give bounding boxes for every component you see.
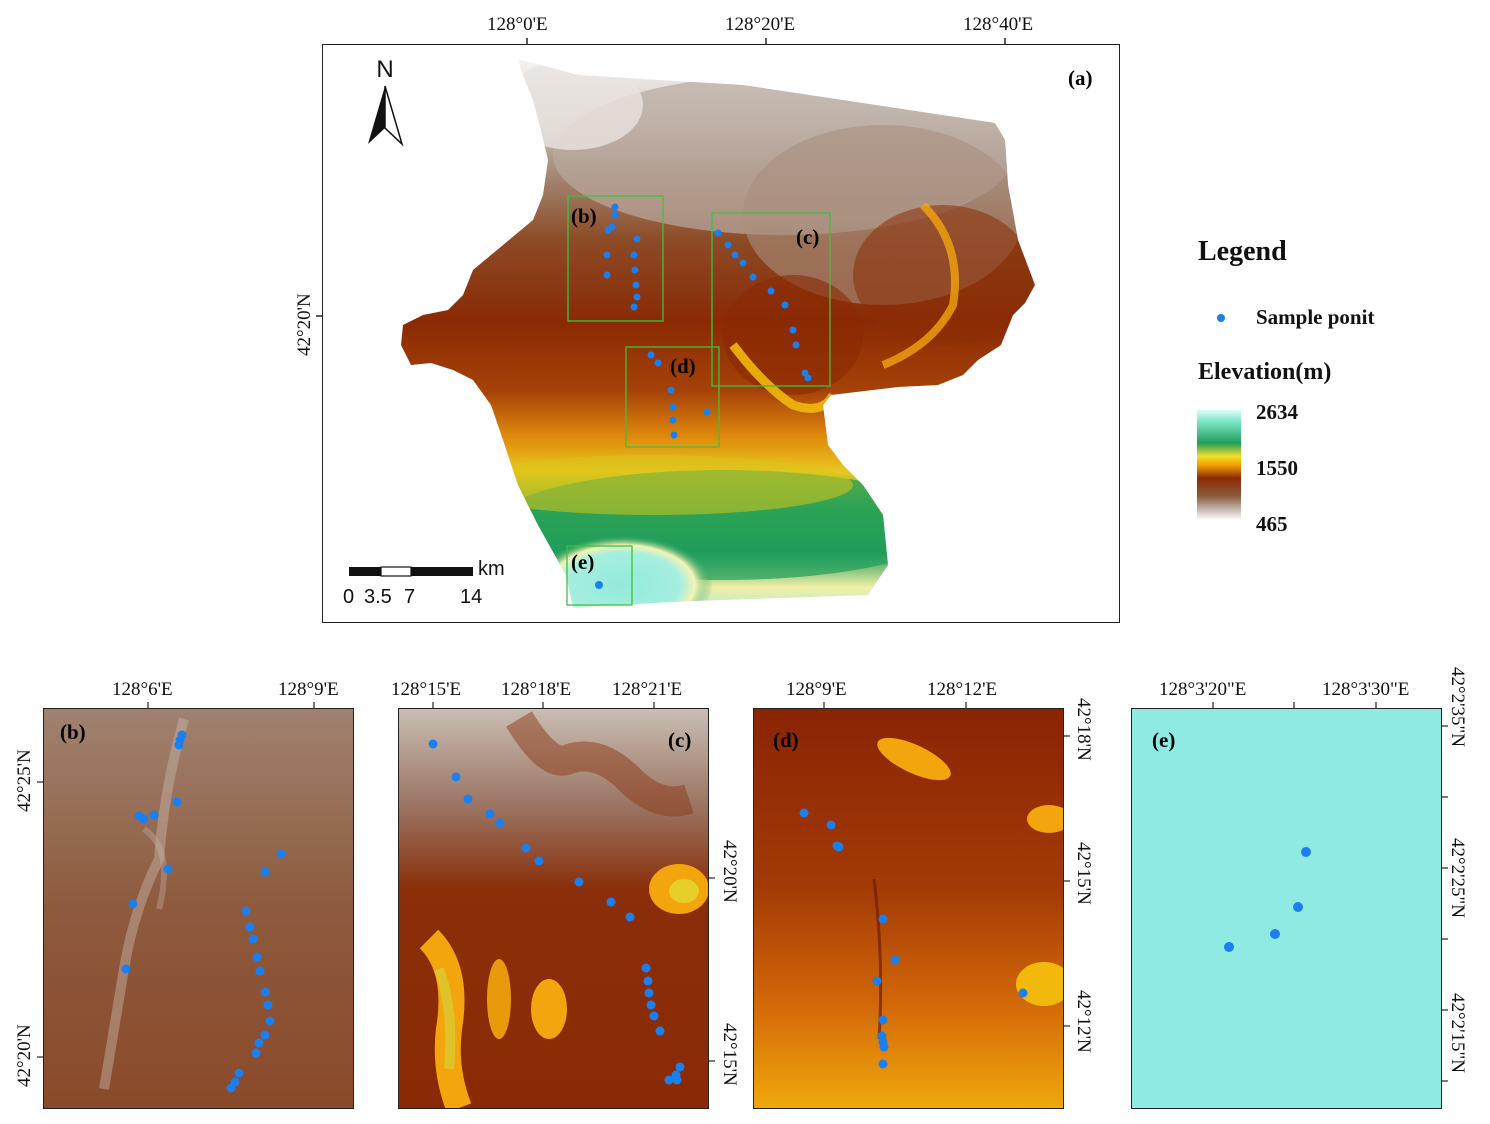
legend-elevation-mid: 1550: [1256, 456, 1298, 480]
legend-elevation-title: Elevation(m): [1198, 359, 1332, 385]
main-panel-label: (a): [1068, 66, 1093, 90]
elevation-color-ramp: [1197, 410, 1241, 520]
scale-tick-3: 14: [460, 586, 483, 608]
legend-point-label: Sample ponit: [1256, 305, 1375, 329]
main-top-label-1: 128°0'E: [487, 14, 548, 35]
panel-b-map: [44, 709, 353, 1108]
inset-box-d[interactable]: [625, 346, 720, 448]
main-top-label-2: 128°20'E: [725, 14, 796, 35]
panel-e-frame: [1131, 708, 1442, 1109]
panel-c-top-label-2: 128°18'E: [501, 679, 572, 700]
main-map-frame: [322, 44, 1120, 623]
panel-b-label: (b): [60, 720, 86, 744]
scale-tick-1: 3.5: [364, 586, 392, 608]
legend-title: Legend: [1198, 236, 1287, 267]
panel-b-sample-points: [121, 730, 286, 1093]
elevation-map: [401, 59, 1035, 607]
panel-ticks: [37, 702, 1448, 1082]
panel-e-sample-points: [1224, 847, 1311, 952]
panel-b-top-label-2: 128°9'E: [278, 679, 339, 700]
terrain-region: [401, 59, 1035, 607]
panel-c-label: (c): [668, 728, 692, 752]
panel-d-top-label-1: 128°9'E: [786, 679, 847, 700]
main-frame-ticks: [316, 38, 1006, 317]
panel-d-label: (d): [773, 728, 799, 752]
scale-tick-0: 0: [343, 586, 355, 608]
scale-bar: [349, 566, 473, 577]
north-label: N: [376, 56, 394, 83]
panel-c-sample-points: [428, 739, 685, 1085]
panel-e-label: (e): [1152, 728, 1176, 752]
panel-d-frame: [753, 708, 1064, 1109]
panel-d-sample-points: [799, 808, 1028, 1069]
panel-e-top-label-2: 128°3'30"E: [1322, 679, 1410, 700]
panel-b-top-label-1: 128°6'E: [112, 679, 173, 700]
main-inset-label-d: (d): [670, 354, 696, 378]
legend-elevation-min: 465: [1256, 512, 1288, 536]
panel-d-map: [754, 709, 1063, 1108]
north-arrow-icon: [368, 85, 404, 147]
panel-c-frame: [398, 708, 709, 1109]
legend-elevation-max: 2634: [1256, 400, 1298, 424]
main-inset-label-c: (c): [796, 225, 820, 249]
main-inset-label-e: (e): [571, 550, 595, 574]
scale-unit: km: [478, 558, 505, 580]
north-arrow: N: [366, 56, 404, 153]
panel-e-map: [1132, 709, 1441, 1108]
panel-c-map: [399, 709, 708, 1108]
panel-b-frame: [43, 708, 354, 1109]
inset-box-b[interactable]: [567, 195, 664, 322]
scale-tick-2: 7: [404, 586, 416, 608]
main-top-label-3: 128°40'E: [963, 14, 1034, 35]
inset-box-e[interactable]: [566, 545, 633, 606]
sample-point-symbol: [1217, 314, 1225, 322]
inset-box-c[interactable]: [711, 212, 831, 387]
panel-e-top-label-1: 128°3'20"E: [1159, 679, 1247, 700]
panel-c-top-label-1: 128°15'E: [391, 679, 462, 700]
panel-d-top-label-2: 128°12'E: [927, 679, 998, 700]
main-sample-points: [595, 203, 812, 589]
main-inset-label-b: (b): [571, 204, 597, 228]
panel-c-top-label-3: 128°21'E: [612, 679, 683, 700]
